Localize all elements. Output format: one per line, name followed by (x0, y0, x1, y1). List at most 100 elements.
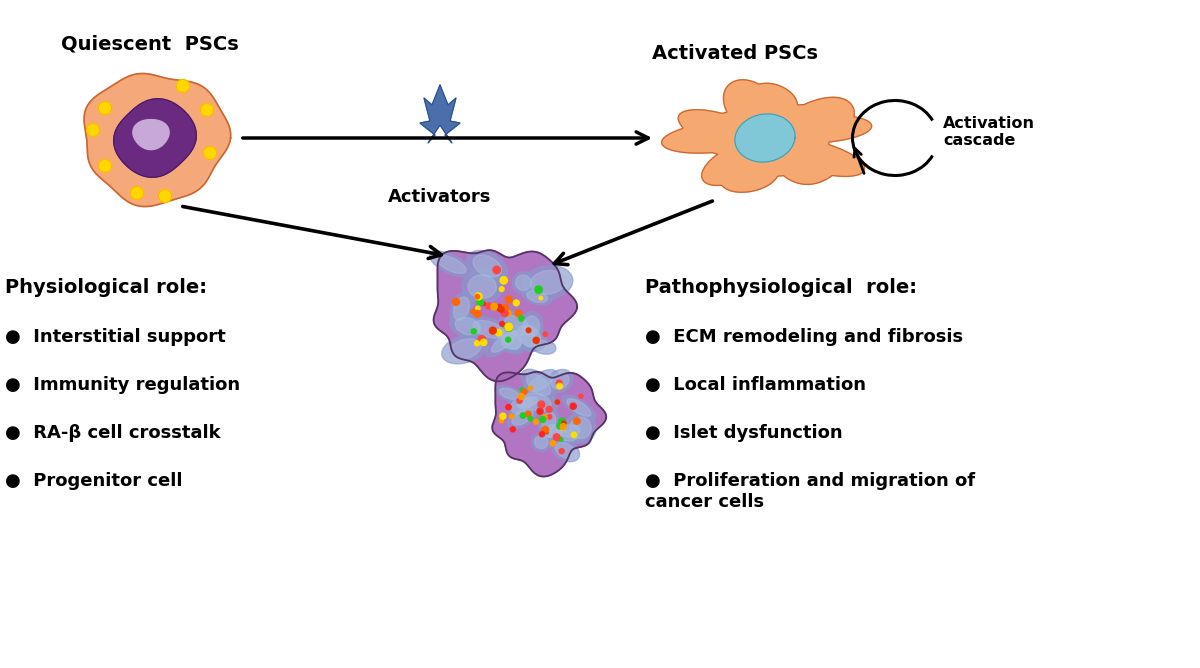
Circle shape (542, 426, 548, 434)
Circle shape (200, 104, 214, 116)
Text: ●  ECM remodeling and fibrosis: ● ECM remodeling and fibrosis (646, 328, 964, 346)
Circle shape (518, 316, 524, 321)
Circle shape (557, 380, 562, 386)
Circle shape (505, 337, 511, 342)
Text: ●  Proliferation and migration of
cancer cells: ● Proliferation and migration of cancer … (646, 472, 976, 511)
Circle shape (517, 398, 522, 403)
Ellipse shape (508, 397, 529, 417)
Circle shape (559, 424, 565, 430)
Circle shape (520, 388, 524, 392)
Ellipse shape (522, 288, 552, 305)
Circle shape (515, 310, 522, 317)
Ellipse shape (467, 250, 508, 282)
Circle shape (500, 413, 506, 420)
Circle shape (131, 186, 144, 200)
Circle shape (557, 383, 563, 389)
Ellipse shape (516, 275, 532, 291)
Polygon shape (420, 85, 460, 143)
Circle shape (490, 327, 497, 334)
Ellipse shape (512, 409, 533, 425)
Circle shape (474, 341, 480, 346)
Circle shape (505, 310, 511, 316)
Ellipse shape (562, 395, 596, 420)
Polygon shape (114, 99, 197, 177)
Ellipse shape (528, 373, 553, 391)
Ellipse shape (516, 395, 535, 410)
Circle shape (475, 306, 480, 311)
Ellipse shape (520, 312, 544, 341)
Circle shape (550, 440, 556, 446)
Ellipse shape (517, 321, 539, 351)
Circle shape (542, 415, 547, 420)
Circle shape (505, 296, 512, 303)
Polygon shape (492, 372, 606, 476)
Circle shape (514, 300, 520, 306)
Circle shape (556, 400, 559, 404)
Ellipse shape (497, 331, 526, 353)
Circle shape (474, 311, 481, 317)
Circle shape (503, 311, 508, 316)
Circle shape (557, 423, 563, 429)
Ellipse shape (545, 424, 559, 438)
Ellipse shape (551, 439, 580, 462)
Ellipse shape (545, 424, 568, 438)
Circle shape (499, 287, 504, 291)
Ellipse shape (523, 316, 540, 336)
Circle shape (533, 337, 539, 343)
Circle shape (486, 303, 492, 309)
Ellipse shape (556, 442, 575, 458)
Circle shape (520, 413, 526, 418)
Circle shape (559, 438, 563, 442)
Ellipse shape (468, 275, 497, 299)
Ellipse shape (512, 272, 534, 294)
Polygon shape (84, 73, 230, 206)
Ellipse shape (558, 430, 577, 441)
Circle shape (480, 339, 487, 345)
Circle shape (528, 386, 533, 390)
Text: ●  Islet dysfunction: ● Islet dysfunction (646, 424, 842, 442)
Circle shape (481, 302, 486, 306)
Circle shape (475, 295, 480, 299)
Circle shape (478, 335, 486, 343)
Ellipse shape (462, 270, 503, 303)
Circle shape (98, 160, 112, 172)
Ellipse shape (570, 417, 592, 439)
Circle shape (544, 332, 547, 337)
Ellipse shape (527, 291, 547, 303)
Ellipse shape (539, 408, 559, 436)
Ellipse shape (523, 369, 558, 395)
Ellipse shape (566, 399, 590, 416)
Ellipse shape (499, 388, 520, 399)
Text: ●  RA-β cell crosstalk: ● RA-β cell crosstalk (5, 424, 221, 442)
Circle shape (553, 434, 560, 440)
Circle shape (499, 321, 504, 326)
Circle shape (540, 416, 546, 422)
Ellipse shape (534, 436, 548, 449)
Circle shape (536, 408, 544, 414)
Circle shape (502, 305, 509, 311)
Text: ●  Interstitial support: ● Interstitial support (5, 328, 226, 346)
Ellipse shape (541, 422, 563, 440)
Ellipse shape (450, 314, 486, 339)
Circle shape (574, 418, 580, 424)
Ellipse shape (541, 412, 556, 432)
Polygon shape (133, 120, 169, 150)
Text: Activation
cascade: Activation cascade (943, 116, 1034, 148)
Ellipse shape (492, 331, 517, 352)
Ellipse shape (534, 341, 552, 352)
Ellipse shape (521, 325, 535, 347)
Circle shape (538, 401, 545, 408)
Ellipse shape (532, 433, 551, 452)
Circle shape (506, 325, 512, 331)
Ellipse shape (508, 405, 538, 429)
Ellipse shape (530, 338, 556, 354)
Circle shape (498, 307, 504, 312)
Circle shape (505, 323, 512, 331)
Circle shape (506, 406, 510, 409)
Ellipse shape (449, 339, 481, 359)
Circle shape (562, 421, 566, 426)
Circle shape (539, 296, 542, 300)
Ellipse shape (517, 397, 538, 409)
Ellipse shape (473, 321, 504, 338)
Ellipse shape (442, 335, 488, 364)
